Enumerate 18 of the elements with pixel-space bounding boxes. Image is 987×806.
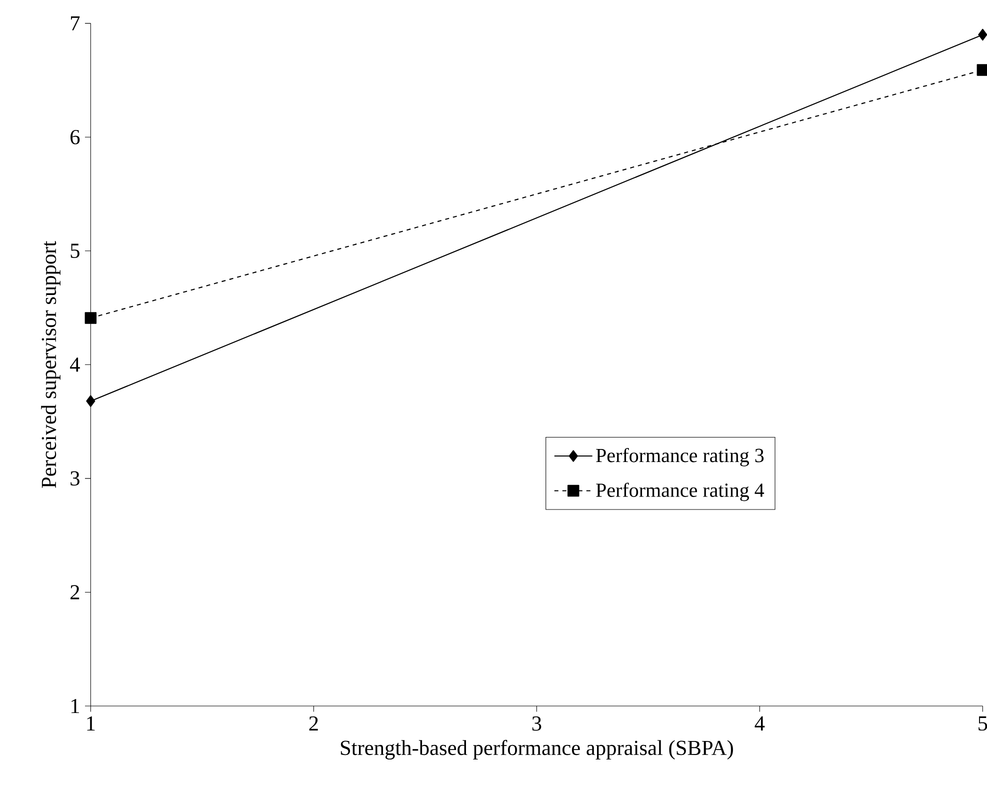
y-tick-label: 5 bbox=[70, 244, 80, 258]
legend-label: Performance rating 4 bbox=[596, 482, 764, 502]
point bbox=[86, 395, 96, 407]
x-tick-label: 3 bbox=[532, 716, 542, 731]
y-tick-label: 3 bbox=[70, 471, 80, 486]
y-tick-label: 2 bbox=[70, 585, 80, 600]
x-tick-label: 2 bbox=[309, 716, 318, 731]
y-tick-label: 4 bbox=[70, 358, 80, 372]
y-axis-title: Perceived supervisor support bbox=[41, 240, 60, 488]
y-tick-label: 7 bbox=[71, 16, 80, 30]
x-axis-title: Strength-based performance appraisal (SBPA) bbox=[340, 740, 733, 760]
x-tick-label: 5 bbox=[978, 716, 987, 731]
y-tick-label: 1 bbox=[71, 698, 79, 714]
x-tick-label: 1 bbox=[87, 716, 95, 730]
x-tick-label: 4 bbox=[754, 716, 765, 730]
legend-label: Performance rating 3 bbox=[596, 448, 764, 466]
point bbox=[84, 312, 97, 324]
y-tick-label: 6 bbox=[70, 130, 80, 144]
